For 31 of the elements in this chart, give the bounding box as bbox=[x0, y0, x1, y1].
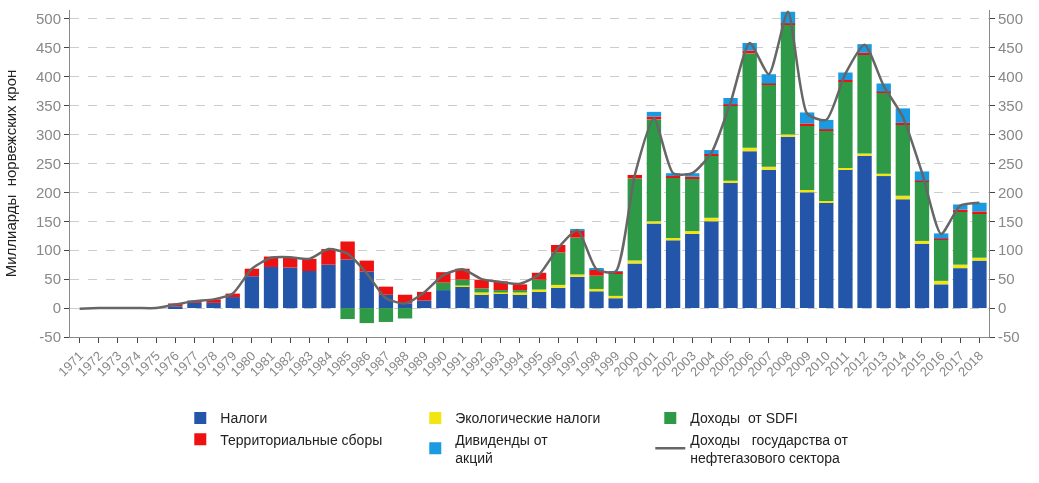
legend-label: Доходы от SDFI bbox=[690, 410, 798, 427]
y-tick-label: 100 bbox=[35, 241, 61, 259]
y2-tick-label: 0 bbox=[998, 299, 1007, 317]
y-tick-label: 50 bbox=[44, 270, 61, 288]
legend-label: Дивиденды от акций bbox=[455, 431, 549, 466]
y2-tick-label: 500 bbox=[998, 9, 1024, 27]
y2-tick-label: 250 bbox=[998, 154, 1024, 172]
y-tick-label: 0 bbox=[52, 299, 61, 317]
y-tick-label: 400 bbox=[35, 67, 61, 85]
legend-label: Налоги bbox=[220, 410, 268, 427]
y2-tick-label: 450 bbox=[998, 38, 1024, 56]
y2-tick-label: -50 bbox=[998, 328, 1020, 346]
legend-label: Экологические налоги bbox=[455, 410, 601, 427]
y2-tick-label: 150 bbox=[998, 212, 1024, 230]
y-tick-label: 300 bbox=[35, 125, 61, 143]
y2-tick-label: 300 bbox=[998, 125, 1024, 143]
y-tick-label: 350 bbox=[35, 96, 61, 114]
y-tick-label: 150 bbox=[35, 212, 61, 230]
y2-tick-label: 350 bbox=[998, 96, 1024, 114]
y2-tick-label: 50 bbox=[998, 270, 1015, 288]
y-tick-label: 500 bbox=[35, 9, 61, 27]
y-tick-label: -50 bbox=[39, 328, 61, 346]
y-tick-label: 250 bbox=[35, 154, 61, 172]
y2-tick-label: 400 bbox=[998, 67, 1024, 85]
y-tick-label: 200 bbox=[35, 183, 61, 201]
y-tick-label: 450 bbox=[35, 38, 61, 56]
legend-label: Доходы государства от нефтегазового сектора bbox=[690, 431, 849, 466]
y2-tick-label: 100 bbox=[998, 241, 1024, 259]
y2-tick-label: 200 bbox=[998, 183, 1024, 201]
legend-label: Территориальные сборы bbox=[220, 431, 383, 448]
y-axis-title: Миллиарды норвежских крон bbox=[2, 69, 20, 278]
